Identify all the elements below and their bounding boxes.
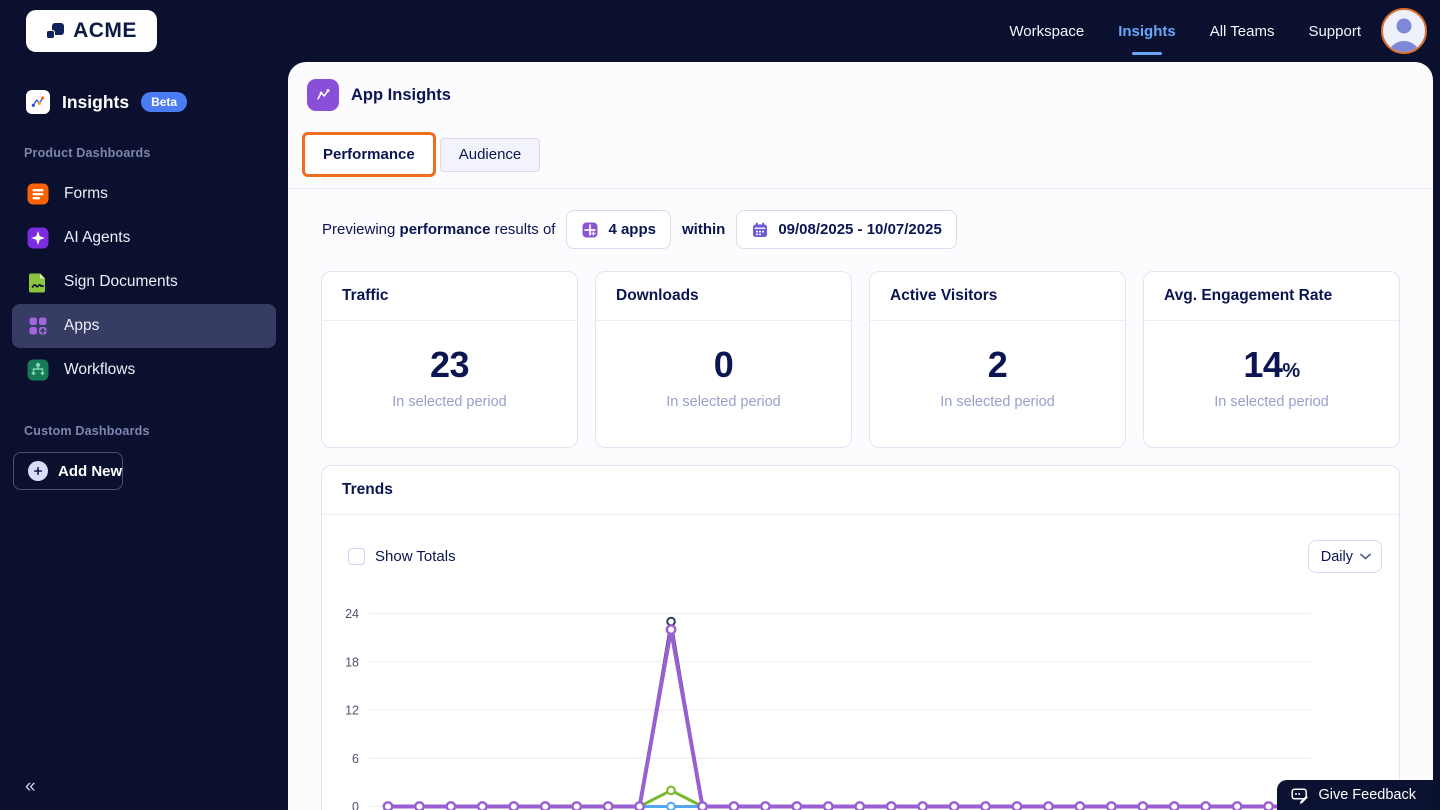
apps-small-icon xyxy=(582,222,598,237)
within-label: within xyxy=(681,221,726,238)
stat-card-engagement-rate: Avg. Engagement Rate 14% In selected per… xyxy=(1143,271,1400,448)
acme-logo[interactable]: ACME xyxy=(26,10,157,52)
sidebar-item-apps[interactable]: Apps xyxy=(12,304,276,348)
workflows-icon xyxy=(27,359,49,381)
filter-text: Previewing performance results of xyxy=(322,221,556,238)
page-header: App Insights xyxy=(288,62,1433,111)
date-range-button[interactable]: 09/08/2025 - 10/07/2025 xyxy=(736,210,957,249)
tab-audience[interactable]: Audience xyxy=(439,137,541,172)
stat-card-active-visitors: Active Visitors 2 In selected period xyxy=(869,271,1126,448)
apps-selector-label: 4 apps xyxy=(608,221,656,238)
nav-item-support[interactable]: Support xyxy=(1308,22,1361,40)
filter-bar: Previewing performance results of 4 apps… xyxy=(322,210,1433,249)
sidebar-item-label: AI Agents xyxy=(64,229,131,246)
sidebar-item-label: Sign Documents xyxy=(64,273,178,290)
sign-documents-icon xyxy=(29,273,45,293)
stat-card-value: 14% xyxy=(1243,344,1300,385)
page-title: App Insights xyxy=(351,85,451,104)
performance-tab-highlight: Performance xyxy=(302,132,436,177)
acme-logo-text: ACME xyxy=(73,19,137,42)
stat-card-subtitle: In selected period xyxy=(666,394,781,410)
svg-text:0: 0 xyxy=(352,800,359,810)
nav-active-underline xyxy=(1131,51,1162,55)
stat-card-title: Active Visitors xyxy=(870,272,1125,321)
nav-item-all-teams[interactable]: All Teams xyxy=(1209,22,1275,40)
stat-card-value: 0 xyxy=(713,344,734,385)
calendar-icon xyxy=(753,222,768,237)
interval-select[interactable]: Daily xyxy=(1307,540,1382,573)
svg-text:24: 24 xyxy=(345,607,359,621)
interval-selected-value: Daily xyxy=(1320,548,1353,565)
add-new-button[interactable]: Add New xyxy=(13,452,124,490)
sidebar-item-label: Apps xyxy=(64,317,100,334)
nav-item-workspace[interactable]: Workspace xyxy=(1009,22,1085,40)
collapse-sidebar-icon[interactable]: « xyxy=(25,776,36,797)
show-totals-checkbox[interactable] xyxy=(348,548,365,565)
acme-logo-icon xyxy=(46,21,66,41)
insights-icon xyxy=(26,90,50,114)
sidebar-item-label: Forms xyxy=(64,185,108,202)
ai-agents-icon xyxy=(27,227,49,249)
person-icon xyxy=(1389,18,1419,52)
sidebar-menu: Forms AI Agents Sign Documents xyxy=(0,172,288,392)
sidebar-title: Insights xyxy=(62,91,130,112)
beta-badge: Beta xyxy=(141,92,188,112)
give-feedback-button[interactable]: Give Feedback xyxy=(1277,780,1433,810)
stat-card-subtitle: In selected period xyxy=(1214,394,1329,410)
top-bar: ACME Workspace Insights All Teams Suppor… xyxy=(0,0,1440,62)
sidebar-insights-header[interactable]: Insights Beta xyxy=(26,90,288,114)
stat-card-title: Downloads xyxy=(596,272,851,321)
nav-item-insights[interactable]: Insights xyxy=(1118,23,1176,55)
stat-card-title: Traffic xyxy=(322,272,577,321)
svg-text:12: 12 xyxy=(345,704,359,718)
date-range-label: 09/08/2025 - 10/07/2025 xyxy=(778,221,942,238)
product-dashboards-label: Product Dashboards xyxy=(24,146,151,160)
chevron-down-icon xyxy=(1360,553,1371,560)
header-divider xyxy=(288,188,1433,189)
stat-card-traffic: Traffic 23 In selected period xyxy=(321,271,578,448)
sidebar-item-forms[interactable]: Forms xyxy=(12,172,276,216)
user-avatar[interactable] xyxy=(1381,8,1427,54)
stat-card-downloads: Downloads 0 In selected period xyxy=(595,271,852,448)
top-nav: Workspace Insights All Teams Support xyxy=(1009,22,1361,55)
sidebar: Insights Beta Product Dashboards Forms xyxy=(0,62,288,810)
feedback-icon xyxy=(1291,787,1309,804)
stat-card-subtitle: In selected period xyxy=(940,394,1055,410)
sidebar-item-workflows[interactable]: Workflows xyxy=(12,348,276,392)
stat-card-title: Avg. Engagement Rate xyxy=(1144,272,1399,321)
sidebar-item-label: Workflows xyxy=(64,361,136,378)
trends-controls: Show Totals Daily xyxy=(348,540,1382,573)
trends-title: Trends xyxy=(322,466,1399,515)
custom-dashboards-label: Custom Dashboards xyxy=(24,424,150,438)
sidebar-item-sign-documents[interactable]: Sign Documents xyxy=(12,260,276,304)
stat-card-subtitle: In selected period xyxy=(392,394,507,410)
show-totals-label: Show Totals xyxy=(375,548,456,565)
forms-icon xyxy=(27,183,49,205)
stat-cards: Traffic 23 In selected period Downloads … xyxy=(321,271,1400,448)
stat-card-value: 23 xyxy=(429,344,470,385)
apps-icon xyxy=(29,317,47,335)
add-new-label: Add New xyxy=(58,462,123,480)
trends-line-chart: 24 18 12 6 0 xyxy=(345,607,1311,810)
plus-icon xyxy=(28,461,48,481)
trends-card: Trends Show Totals Daily 24 18 12 6 0 xyxy=(321,465,1400,810)
give-feedback-label: Give Feedback xyxy=(1318,787,1416,803)
svg-text:18: 18 xyxy=(345,655,359,669)
tab-performance[interactable]: Performance xyxy=(305,135,433,174)
apps-selector-button[interactable]: 4 apps xyxy=(566,210,671,249)
sidebar-item-ai-agents[interactable]: AI Agents xyxy=(12,216,276,260)
tabs: Performance Audience xyxy=(302,132,1433,177)
svg-text:6: 6 xyxy=(352,752,359,766)
show-totals-toggle[interactable]: Show Totals xyxy=(348,548,456,565)
app-insights-icon xyxy=(307,79,339,111)
stat-card-value: 2 xyxy=(987,344,1008,385)
main-panel: App Insights Performance Audience Previe… xyxy=(288,62,1433,810)
